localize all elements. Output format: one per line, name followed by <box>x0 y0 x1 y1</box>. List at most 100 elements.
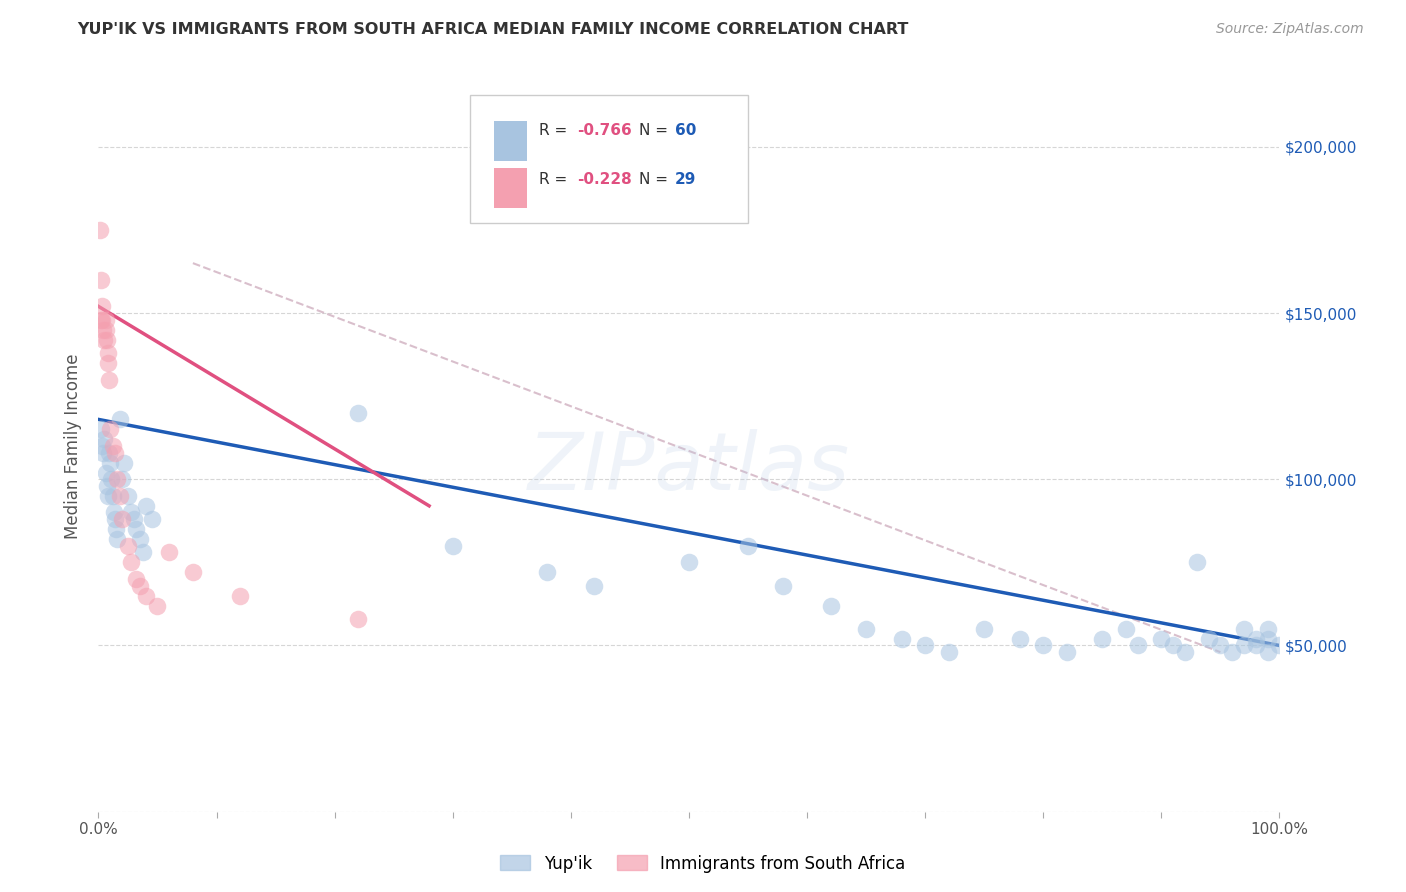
Point <box>1056 645 1078 659</box>
Point <box>101 489 124 503</box>
Point <box>820 599 842 613</box>
Point <box>737 539 759 553</box>
Point <box>1032 639 1054 653</box>
Point <box>97 346 120 360</box>
Point <box>91 439 114 453</box>
Point <box>1198 632 1220 646</box>
Point <box>1233 622 1256 636</box>
Point <box>135 499 157 513</box>
Point <box>141 512 163 526</box>
Point <box>97 356 120 370</box>
Point <box>181 566 204 580</box>
Point <box>973 622 995 636</box>
Point <box>97 489 120 503</box>
Point <box>229 589 252 603</box>
Point <box>104 512 127 526</box>
Point <box>91 323 114 337</box>
Point <box>1185 555 1208 569</box>
Point <box>347 406 370 420</box>
Point <box>90 422 112 436</box>
Point <box>91 445 114 459</box>
Point <box>1209 639 1232 653</box>
Point <box>90 312 112 326</box>
Point <box>121 555 143 569</box>
Point <box>98 445 121 459</box>
Point <box>94 466 117 480</box>
Point <box>98 372 121 386</box>
Point <box>125 522 148 536</box>
Point <box>1268 639 1291 653</box>
FancyBboxPatch shape <box>471 95 748 223</box>
Point <box>121 506 143 520</box>
Text: 29: 29 <box>675 171 696 186</box>
Point <box>94 312 117 326</box>
Point <box>135 589 157 603</box>
Point <box>1091 632 1114 646</box>
Point <box>128 579 150 593</box>
Text: -0.766: -0.766 <box>576 122 631 137</box>
Point <box>1244 639 1267 653</box>
Point <box>111 512 134 526</box>
Point <box>111 472 134 486</box>
Point <box>112 456 135 470</box>
Point <box>125 572 148 586</box>
Point <box>98 422 121 436</box>
Text: N =: N = <box>640 122 673 137</box>
Point <box>1220 645 1243 659</box>
Point <box>1008 632 1031 646</box>
Text: R =: R = <box>538 171 572 186</box>
Point <box>938 645 960 659</box>
Point <box>105 472 128 486</box>
Point <box>132 545 155 559</box>
Point <box>117 539 139 553</box>
Point <box>93 333 115 347</box>
Text: ZIPatlas: ZIPatlas <box>527 429 851 507</box>
Point <box>1115 622 1137 636</box>
Point <box>1161 639 1184 653</box>
Point <box>103 506 125 520</box>
Point <box>108 489 131 503</box>
Point <box>1126 639 1149 653</box>
Point <box>117 489 139 503</box>
Point <box>146 599 169 613</box>
Point <box>157 545 180 559</box>
Point <box>90 273 112 287</box>
Point <box>94 323 117 337</box>
Point <box>583 579 606 593</box>
Point <box>98 456 121 470</box>
Point <box>108 412 131 426</box>
Point <box>914 639 936 653</box>
Point <box>91 299 114 313</box>
Point <box>772 579 794 593</box>
Text: -0.228: -0.228 <box>576 171 631 186</box>
Point <box>855 622 877 636</box>
Text: R =: R = <box>538 122 572 137</box>
Point <box>100 472 122 486</box>
Text: Source: ZipAtlas.com: Source: ZipAtlas.com <box>1216 22 1364 37</box>
Y-axis label: Median Family Income: Median Family Income <box>65 353 83 539</box>
Point <box>128 532 150 546</box>
Point <box>347 612 370 626</box>
FancyBboxPatch shape <box>494 120 527 161</box>
Point <box>91 312 114 326</box>
Text: YUP'IK VS IMMIGRANTS FROM SOUTH AFRICA MEDIAN FAMILY INCOME CORRELATION CHART: YUP'IK VS IMMIGRANTS FROM SOUTH AFRICA M… <box>77 22 908 37</box>
Point <box>1233 639 1256 653</box>
Point <box>101 439 124 453</box>
Point <box>96 479 118 493</box>
Point <box>1150 632 1173 646</box>
Point <box>890 632 912 646</box>
Point <box>1257 632 1279 646</box>
Point <box>1257 622 1279 636</box>
Point <box>105 522 128 536</box>
Text: N =: N = <box>640 171 673 186</box>
Point <box>1244 632 1267 646</box>
Point <box>536 566 558 580</box>
Point <box>89 223 111 237</box>
Point <box>104 445 127 459</box>
Point <box>1174 645 1197 659</box>
Legend: Yup'ik, Immigrants from South Africa: Yup'ik, Immigrants from South Africa <box>494 848 912 880</box>
Point <box>1257 645 1279 659</box>
Point <box>122 512 145 526</box>
Point <box>105 532 128 546</box>
Point <box>96 333 118 347</box>
